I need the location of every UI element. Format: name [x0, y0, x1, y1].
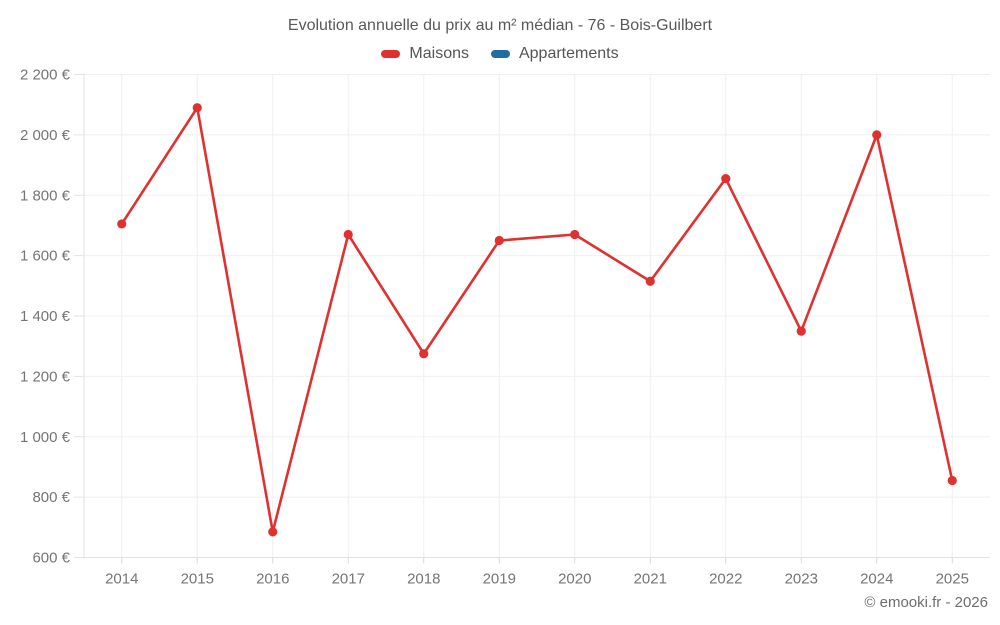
x-axis-label: 2024 — [860, 571, 893, 588]
x-axis-label: 2014 — [105, 571, 138, 588]
x-axis-label: 2023 — [785, 571, 818, 588]
data-point-2022[interactable] — [721, 174, 731, 184]
y-axis-label: 1 400 € — [20, 308, 71, 325]
x-axis-label: 2021 — [634, 571, 667, 588]
data-point-2016[interactable] — [268, 527, 278, 537]
x-axis-label: 2019 — [483, 571, 516, 588]
data-point-2017[interactable] — [343, 229, 353, 240]
data-point-2025[interactable] — [947, 475, 957, 486]
x-axis-label: 2025 — [936, 571, 969, 588]
x-axis-label: 2016 — [256, 571, 289, 588]
legend-item-maisons[interactable]: Maisons — [381, 45, 469, 63]
data-point-2018[interactable] — [419, 349, 429, 359]
y-axis-label: 1 200 € — [20, 368, 71, 385]
data-point-2020[interactable] — [570, 229, 580, 240]
y-axis-label: 1 600 € — [20, 248, 71, 265]
x-axis-label: 2022 — [709, 571, 742, 588]
y-axis-label: 1 000 € — [20, 429, 71, 446]
x-axis-label: 2017 — [332, 571, 365, 588]
chart-title: Evolution annuelle du prix au m² médian … — [287, 17, 713, 34]
data-point-2024[interactable] — [872, 130, 882, 140]
data-point-2019[interactable] — [494, 235, 504, 246]
y-axis-label: 600 € — [32, 550, 70, 567]
data-point-2015[interactable] — [192, 103, 202, 113]
x-axis-label: 2020 — [558, 571, 591, 588]
series-line-maisons — [120, 106, 954, 534]
data-point-2021[interactable] — [645, 276, 655, 286]
legend: Maisons Appartements — [0, 45, 1000, 63]
data-point-2014[interactable] — [117, 219, 127, 229]
legend-label-appartements: Appartements — [518, 45, 619, 62]
legend-swatch-maisons — [381, 50, 401, 58]
y-axis-label: 2 200 € — [20, 67, 71, 84]
legend-swatch-appartements — [490, 50, 510, 58]
legend-item-appartements[interactable]: Appartements — [490, 45, 619, 63]
footer-credit: © emooki.fr - 2026 — [864, 594, 988, 611]
y-axis-label: 2 000 € — [20, 127, 71, 144]
data-point-2023[interactable] — [796, 326, 806, 336]
y-axis-label: 800 € — [32, 489, 70, 506]
x-axis-label: 2018 — [407, 571, 440, 588]
legend-label-maisons: Maisons — [409, 45, 469, 62]
y-axis-label: 1 800 € — [20, 187, 71, 204]
x-axis-label: 2015 — [181, 571, 214, 588]
